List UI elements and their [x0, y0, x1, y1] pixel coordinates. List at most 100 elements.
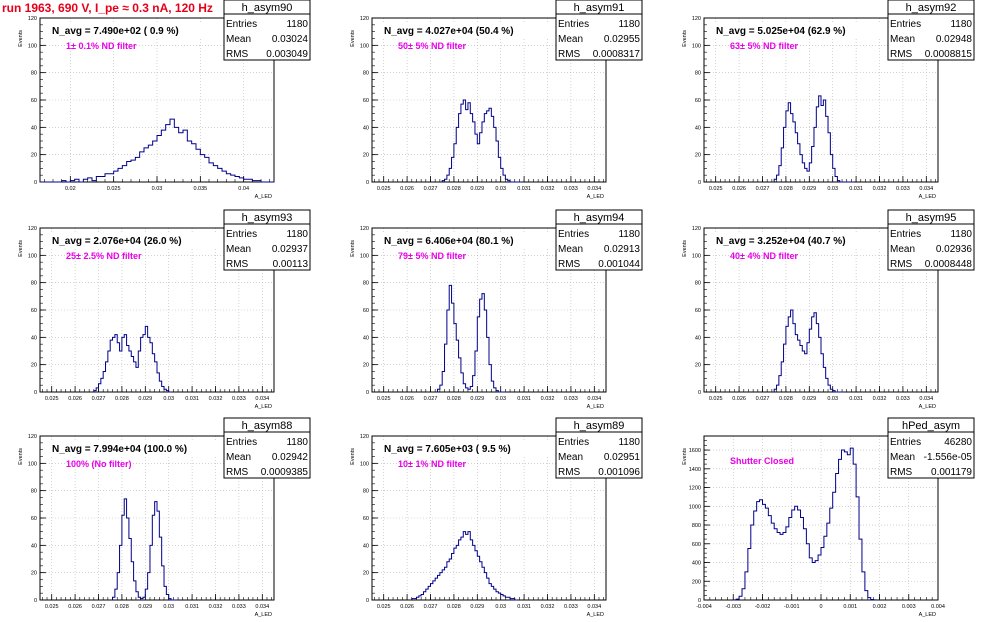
stat-label-entries: Entries [890, 437, 921, 448]
y-tick-label: 100 [692, 253, 701, 259]
y-tick-label: 600 [692, 542, 701, 548]
y-axis-label: Events [350, 240, 356, 257]
x-tick-label: 0.033 [896, 396, 910, 402]
histogram-series-h_asym88 [112, 498, 179, 601]
stat-value-mean: -1.556e-05 [924, 452, 973, 463]
y-tick-label: 40 [363, 125, 369, 131]
y-tick-label: 20 [31, 363, 37, 369]
x-tick-label: 0.027 [92, 604, 106, 610]
navg-box [714, 234, 882, 248]
filter-annotation: 40± 4% ND filter [730, 251, 798, 261]
y-tick-label: 20 [31, 153, 37, 159]
stat-label-mean: Mean [226, 452, 251, 463]
x-tick-label: 0.029 [802, 186, 816, 192]
x-tick-label: 0.025 [107, 186, 121, 192]
stat-value-entries: 46280 [944, 437, 972, 448]
stat-value-mean: 0.02955 [604, 34, 641, 45]
stat-label-mean: Mean [558, 452, 583, 463]
y-tick-label: 60 [31, 308, 37, 314]
x-tick-label: 0.026 [68, 396, 82, 402]
y-tick-label: 100 [360, 253, 369, 259]
stat-value-rms: 0.0008317 [593, 49, 641, 60]
navg-box [382, 234, 550, 248]
x-tick-label: 0.033 [232, 396, 246, 402]
x-tick-label: -0.003 [725, 604, 741, 610]
stat-value-mean: 0.02948 [936, 34, 973, 45]
stat-value-rms: 0.003049 [266, 49, 308, 60]
x-tick-label: 0.034 [919, 186, 933, 192]
stats-box [555, 431, 643, 479]
stat-label-rms: RMS [890, 49, 913, 60]
x-tick-label: 0.003 [902, 604, 916, 610]
navg-label: N_avg = 3.252e+04 (40.7 %) [716, 236, 846, 247]
histogram-panel-h_asym95: 0 20 40 60 80 100 120 0.025 0.026 0.027 0.028 0.029… [682, 209, 975, 410]
stat-label-mean: Mean [558, 34, 583, 45]
y-tick-label: 20 [363, 571, 369, 577]
x-tick-label: 0 [819, 604, 822, 610]
y-tick-label: 120 [692, 16, 701, 22]
y-tick-label: 100 [692, 43, 701, 49]
x-tick-label: 0.031 [517, 186, 531, 192]
x-tick-label: 0.03 [827, 186, 838, 192]
x-tick-label: 0.028 [779, 186, 793, 192]
y-tick-label: 120 [28, 226, 37, 232]
x-tick-label: 0.026 [400, 396, 414, 402]
x-tick-label: 0.032 [873, 186, 887, 192]
y-tick-label: 40 [695, 125, 701, 131]
x-tick-label: 0.031 [849, 396, 863, 402]
x-tick-label: 0.034 [255, 396, 269, 402]
histogram-series-h_asym89 [411, 531, 518, 601]
x-tick-label: 0.001 [843, 604, 857, 610]
stat-label-entries: Entries [558, 19, 589, 30]
x-tick-label: 0.031 [185, 604, 199, 610]
y-tick-label: 0 [698, 180, 701, 186]
filter-annotation: 25± 2.5% ND filter [66, 251, 142, 261]
x-tick-label: -0.004 [696, 604, 712, 610]
y-tick-label: 1000 [689, 504, 701, 510]
x-tick-label: 0.032 [209, 396, 223, 402]
x-tick-label: 0.025 [709, 186, 723, 192]
x-axis-label: A_LED [587, 194, 604, 200]
x-tick-label: 0.032 [541, 604, 555, 610]
stat-value-mean: 0.02936 [936, 244, 973, 255]
y-tick-label: 120 [28, 16, 37, 22]
stats-box [887, 431, 975, 479]
x-tick-label: 0.034 [587, 604, 601, 610]
x-tick-label: 0.027 [424, 396, 438, 402]
x-tick-label: 0.031 [185, 396, 199, 402]
y-tick-label: 80 [31, 489, 37, 495]
stat-value-entries: 1180 [618, 229, 640, 240]
y-tick-label: 400 [692, 561, 701, 567]
stat-label-rms: RMS [226, 49, 249, 60]
x-tick-label: 0.033 [896, 186, 910, 192]
histogram-series-h_asym92 [773, 95, 854, 183]
x-tick-label: 0.028 [447, 186, 461, 192]
stat-label-rms: RMS [226, 467, 249, 478]
y-tick-label: 80 [363, 489, 369, 495]
stats-box [223, 223, 311, 271]
y-axis-label: Events [18, 240, 24, 257]
histogram-series-h_asym90 [40, 118, 274, 183]
x-tick-label: 0.029 [470, 396, 484, 402]
x-tick-label: 0.035 [193, 186, 207, 192]
stat-value-mean: 0.02942 [272, 452, 309, 463]
x-tick-label: 0.025 [377, 186, 391, 192]
y-tick-label: 1600 [689, 448, 701, 454]
y-tick-label: 0 [34, 180, 37, 186]
stat-label-entries: Entries [890, 229, 921, 240]
navg-label: N_avg = 5.025e+04 (62.9 %) [716, 26, 846, 37]
stat-value-rms: 0.001044 [598, 259, 640, 270]
y-tick-label: 20 [695, 153, 701, 159]
x-tick-label: 0.032 [209, 604, 223, 610]
stat-value-rms: 0.001096 [598, 467, 640, 478]
y-tick-label: 80 [363, 71, 369, 77]
hist-name: h_asym94 [574, 212, 625, 224]
navg-box [714, 24, 882, 38]
y-tick-label: 60 [695, 98, 701, 104]
stat-label-rms: RMS [558, 259, 581, 270]
y-tick-label: 120 [692, 226, 701, 232]
x-tick-label: 0.031 [849, 186, 863, 192]
y-axis-label: Events [682, 448, 688, 465]
stat-value-rms: 0.001179 [931, 467, 972, 478]
stat-label-mean: Mean [558, 244, 583, 255]
